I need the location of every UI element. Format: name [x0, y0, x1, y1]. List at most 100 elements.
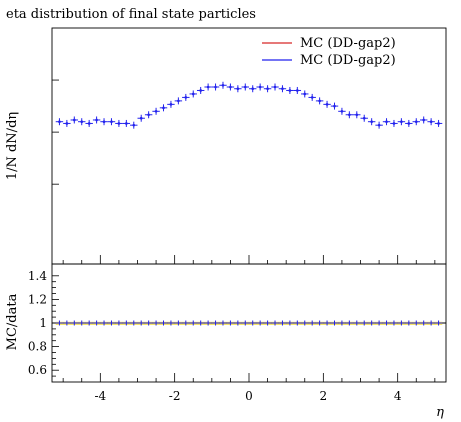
- chart-title: eta distribution of final state particle…: [6, 7, 256, 22]
- data-point: [92, 116, 101, 124]
- point-marker: [288, 89, 292, 92]
- x-tick-label: 2: [320, 389, 328, 403]
- ratio-point: [271, 320, 279, 326]
- ratio-point: [390, 320, 398, 326]
- point-marker: [370, 120, 373, 124]
- ratio-point: [405, 320, 413, 326]
- data-point: [130, 121, 138, 129]
- point-marker: [73, 118, 76, 122]
- data-point: [434, 119, 443, 127]
- point-marker: [429, 120, 433, 124]
- ratio-point: [278, 320, 287, 326]
- point-marker: [340, 109, 344, 113]
- ratio-point: [226, 320, 235, 326]
- ratio-point: [367, 320, 376, 326]
- ratio-point: [338, 320, 346, 326]
- point-marker: [154, 109, 158, 113]
- data-point: [375, 121, 383, 129]
- point-marker: [266, 87, 269, 91]
- data-point: [249, 85, 257, 93]
- ratio-point: [375, 320, 383, 326]
- point-marker: [87, 122, 91, 125]
- point-marker: [362, 116, 366, 120]
- ratio-y-tick-label: 1.4: [28, 269, 47, 283]
- ratio-point: [234, 320, 242, 326]
- data-point: [182, 93, 190, 101]
- x-tick-label: -2: [169, 389, 181, 403]
- ratio-point: [182, 320, 190, 326]
- point-marker: [400, 120, 403, 124]
- ratio-point: [130, 320, 138, 326]
- point-marker: [95, 118, 98, 122]
- ratio-point: [85, 320, 93, 326]
- point-marker: [214, 85, 217, 89]
- ratio-point: [204, 320, 212, 326]
- point-marker: [177, 99, 180, 103]
- ratio-point: [78, 320, 86, 326]
- ratio-point: [219, 320, 227, 326]
- point-marker: [251, 87, 255, 91]
- ratio-point: [293, 320, 302, 326]
- ratio-point: [241, 320, 249, 326]
- ratio-y-tick-label: 0.8: [28, 340, 47, 354]
- main-x-ticks: [62, 255, 436, 264]
- point-marker: [58, 120, 61, 124]
- point-marker: [102, 120, 106, 124]
- data-point: [286, 86, 294, 94]
- ratio-point: [286, 320, 294, 326]
- ratio-point: [419, 320, 428, 326]
- data-point: [367, 118, 376, 126]
- point-marker: [229, 85, 232, 89]
- ratio-point: [315, 320, 324, 326]
- point-marker: [184, 96, 188, 99]
- data-point: [323, 100, 331, 108]
- point-marker: [132, 123, 136, 127]
- ratio-point: [174, 320, 183, 326]
- ratio-point: [397, 320, 406, 326]
- ratio-point: [353, 320, 361, 326]
- data-point: [115, 119, 123, 127]
- main-data-points: [55, 81, 443, 129]
- ratio-point: [100, 320, 108, 326]
- x-tick-label: 4: [394, 389, 402, 403]
- data-point: [412, 118, 420, 126]
- ratio-point: [70, 320, 79, 326]
- point-marker: [110, 120, 113, 124]
- data-point: [256, 83, 264, 91]
- data-point: [397, 118, 406, 126]
- point-marker: [273, 85, 277, 89]
- point-marker: [191, 92, 195, 96]
- ratio-point: [249, 320, 257, 326]
- data-point: [219, 81, 227, 89]
- ratio-point: [137, 320, 145, 326]
- data-point: [278, 85, 287, 93]
- data-point: [315, 97, 324, 105]
- point-marker: [139, 116, 143, 120]
- data-point: [271, 83, 279, 91]
- point-marker: [243, 85, 247, 89]
- data-point: [390, 119, 398, 127]
- point-marker: [355, 113, 359, 117]
- ratio-point: [115, 320, 123, 326]
- data-point: [137, 114, 145, 122]
- data-point: [382, 118, 391, 126]
- data-point: [107, 118, 116, 126]
- ratio-point: [122, 320, 131, 326]
- point-marker: [221, 83, 225, 87]
- data-point: [293, 86, 302, 94]
- ratio-point: [263, 320, 272, 326]
- point-marker: [162, 106, 165, 110]
- ratio-y-ticks: 0.6 0.8 1 1.2 1.4: [28, 269, 59, 377]
- ratio-point: [301, 320, 309, 326]
- point-marker: [414, 120, 418, 124]
- data-point: [196, 86, 205, 94]
- data-point: [204, 83, 212, 91]
- data-point: [360, 114, 368, 122]
- ratio-point: [189, 320, 197, 326]
- data-point: [234, 85, 242, 93]
- point-marker: [80, 120, 84, 124]
- ratio-point: [211, 320, 220, 326]
- ratio-x-ticks: -4 -2 0 2 4: [62, 373, 436, 403]
- data-point: [263, 85, 272, 93]
